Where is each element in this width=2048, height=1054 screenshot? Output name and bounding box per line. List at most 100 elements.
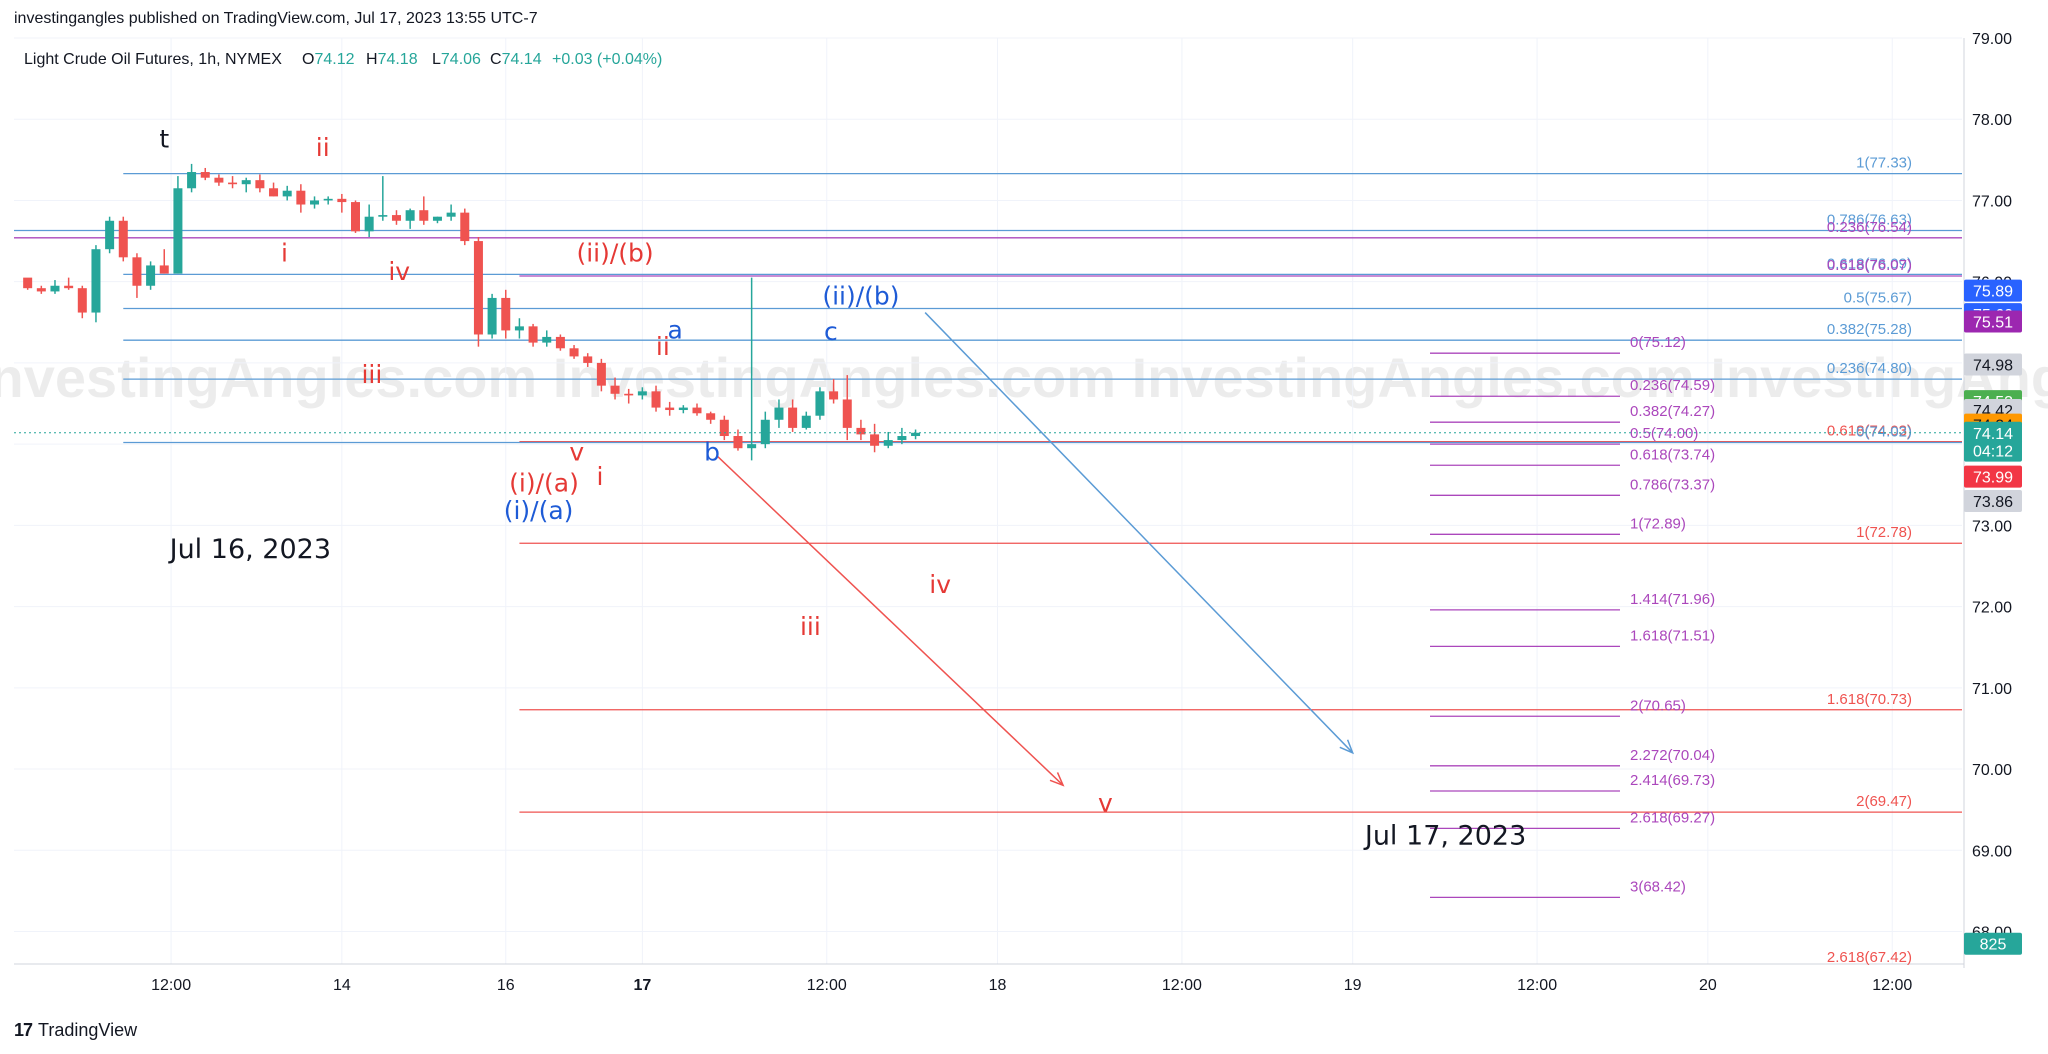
candle-body — [323, 198, 333, 201]
candle-body — [856, 427, 866, 435]
wave-label: iii — [361, 360, 382, 389]
time-tick: 19 — [1344, 977, 1362, 994]
watermark-text: InvestingAngles.com InvestingAngles.com … — [0, 346, 2048, 409]
wave-label: ii — [316, 133, 330, 162]
price-tag-bg — [1964, 310, 2022, 333]
candle-body — [542, 336, 552, 343]
candle-body — [146, 265, 156, 286]
time-tick: 12:00 — [1872, 977, 1912, 994]
time-tick: 18 — [989, 977, 1007, 994]
candle-body — [391, 215, 401, 221]
ext-label: 2.414(69.73) — [1630, 772, 1715, 789]
price-tick: 77.00 — [1972, 193, 2012, 210]
ext-label: 2.618(69.27) — [1630, 809, 1715, 826]
ext-label: 0.236(74.59) — [1630, 377, 1715, 394]
candle-body — [829, 391, 839, 400]
candle-body — [897, 436, 907, 441]
arrow-head — [1049, 772, 1065, 787]
wave-label: v — [1098, 788, 1113, 817]
price-tag-label: 74.14 — [1973, 426, 2013, 443]
candle-body — [719, 419, 729, 437]
wave-label: v — [569, 437, 584, 466]
price-tag-bg — [1964, 932, 2022, 955]
candle-body — [91, 249, 101, 313]
fib-label: 2(69.47) — [1856, 793, 1912, 810]
candle-body — [883, 440, 893, 446]
fib-label: 2.618(67.42) — [1827, 949, 1912, 966]
candle-body — [310, 200, 320, 205]
arrow-head — [1339, 739, 1355, 755]
candle-body — [432, 216, 442, 221]
ext-label: 2(70.65) — [1630, 697, 1686, 714]
footer-brand[interactable]: TradingView — [38, 1020, 138, 1040]
candle-body — [665, 407, 675, 411]
legend-symbol: Light Crude Oil Futures, 1h, NYMEX — [24, 51, 282, 68]
publish-info: investingangles published on TradingView… — [14, 10, 538, 27]
candle-body — [228, 182, 238, 185]
candle-body — [870, 434, 880, 446]
candle-body — [706, 413, 716, 420]
candle-body — [118, 220, 128, 258]
candle-body — [760, 419, 770, 445]
ext-label: 0.382(74.27) — [1630, 403, 1715, 420]
legend-change: +0.03 (+0.04%) — [552, 51, 662, 68]
projection-arrow — [924, 312, 1354, 754]
candle-body — [173, 188, 183, 274]
price-tick: 73.00 — [1972, 518, 2012, 535]
candle-body — [64, 285, 74, 289]
legend-close: C74.14 — [490, 51, 542, 68]
wave-label: (i)/(a) — [504, 496, 574, 525]
watermark-layer: InvestingAngles.com InvestingAngles.com … — [0, 346, 2048, 409]
candle-body — [733, 436, 743, 449]
time-tick: 12:00 — [807, 977, 847, 994]
candle-body — [637, 391, 647, 396]
candle-body — [528, 326, 538, 343]
candle-body — [351, 202, 360, 232]
candle-body — [50, 285, 60, 292]
wave-label: Jul 16, 2023 — [168, 534, 331, 565]
candle-body — [419, 210, 429, 221]
ext-label: 1.414(71.96) — [1630, 591, 1715, 608]
wave-label: iii — [800, 612, 821, 641]
projection-arrows — [716, 312, 1355, 787]
wave-label: c — [824, 317, 838, 346]
price-tag-label: 04:12 — [1973, 444, 2013, 461]
time-axis[interactable]: 12:00 14 16 17 12:00 18 12:00 19 12:00 20 12:00 — [151, 977, 1912, 994]
wave-label: t — [159, 125, 169, 154]
legend-open: O74.12 — [302, 51, 355, 68]
candle-body — [255, 180, 265, 189]
fib-label: 1.618(70.73) — [1827, 691, 1912, 708]
fib-label: 0(74.02) — [1856, 424, 1912, 441]
wave-label: i — [597, 462, 604, 491]
time-tick: 16 — [497, 977, 515, 994]
price-tick: 79.00 — [1972, 31, 2012, 48]
ext-label: 0(75.12) — [1630, 334, 1686, 351]
fib-label: 0.618(74.03) — [1827, 423, 1912, 440]
candle-body — [337, 198, 347, 203]
fib-label: 0.382(75.28) — [1827, 321, 1912, 338]
candle-body — [678, 407, 688, 411]
candle-body — [487, 297, 497, 335]
candle-body — [624, 393, 634, 396]
price-tag-bg — [1964, 465, 2022, 488]
footer: 17 TradingView — [14, 1020, 137, 1041]
price-tag-label: 825 — [1980, 937, 2007, 954]
ext-label: 2.272(70.04) — [1630, 747, 1715, 764]
candle-body — [473, 241, 483, 335]
price-tag-label: 75.89 — [1973, 284, 2013, 301]
projection-arrow — [716, 455, 1064, 786]
fib-extension-levels: 0(75.12) 0.236(74.59) 0.382(74.27) 0.5(74.0… — [1430, 334, 1715, 899]
fib-label: 0.236(76.54) — [1827, 219, 1912, 236]
price-tag-bg — [1964, 279, 2022, 302]
candle-body — [747, 444, 757, 449]
candle-body — [77, 288, 87, 313]
candle-body — [583, 356, 593, 363]
time-tick: 12:00 — [1162, 977, 1202, 994]
wave-annotations: t iiiiviii(ii)/(b)(ii)/(b)caiivib(i)/(a)(… — [159, 125, 1526, 852]
publish-header: investingangles published on TradingView… — [14, 10, 538, 28]
price-tag-bg — [1964, 439, 2022, 462]
tradingview-logo-icon: 17 — [14, 1020, 33, 1040]
time-tick: 12:00 — [151, 977, 191, 994]
wave-label: iv — [929, 570, 951, 599]
